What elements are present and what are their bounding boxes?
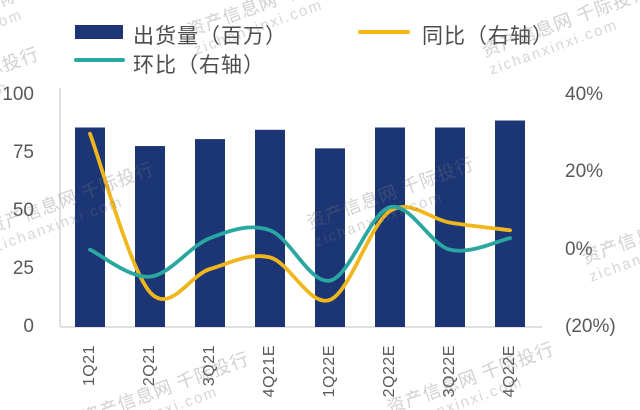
bar-4q22e: [495, 120, 525, 328]
x-axis-label-4q22e: 4Q22E: [501, 345, 518, 398]
bar-3q22e: [435, 127, 465, 327]
x-axis-label-2q22e: 2Q22E: [381, 345, 398, 398]
bar-2q22e: [375, 127, 405, 327]
bar-1q22e: [315, 148, 345, 327]
left-axis-tick: 25: [12, 258, 34, 279]
x-axis-label-4q21e: 4Q21E: [261, 345, 278, 398]
left-axis-tick: 50: [12, 200, 34, 221]
right-axis-tick: 0%: [565, 238, 593, 260]
left-axis-tick: 75: [12, 142, 34, 163]
x-axis-label-3q21: 3Q21: [201, 345, 218, 387]
right-axis-tick: 20%: [565, 161, 604, 183]
legend-swatch-qoq: [74, 58, 125, 62]
legend-label-yoy: 同比（右轴）: [422, 24, 554, 48]
right-axis-tick: (20%): [565, 316, 616, 337]
x-axis-label-1q22e: 1Q22E: [321, 345, 338, 398]
legend-swatch-shipments: [75, 25, 123, 39]
x-axis-label-1q21: 1Q21: [81, 345, 98, 387]
x-axis-label-2q21: 2Q21: [141, 345, 158, 387]
yoy-line: [88, 131, 512, 303]
legend-label-qoq: 环比（右轴）: [133, 53, 265, 77]
legend-swatch-yoy: [358, 30, 410, 34]
x-axis-label-3q22e: 3Q22E: [441, 345, 458, 398]
left-axis-tick: 0: [23, 316, 34, 337]
right-axis-tick: 40%: [565, 84, 604, 105]
bar-1q21: [75, 127, 105, 327]
qoq-line: [88, 205, 512, 283]
legend-label-shipments: 出货量（百万）: [133, 24, 287, 48]
left-axis-tick: 100: [2, 84, 34, 105]
